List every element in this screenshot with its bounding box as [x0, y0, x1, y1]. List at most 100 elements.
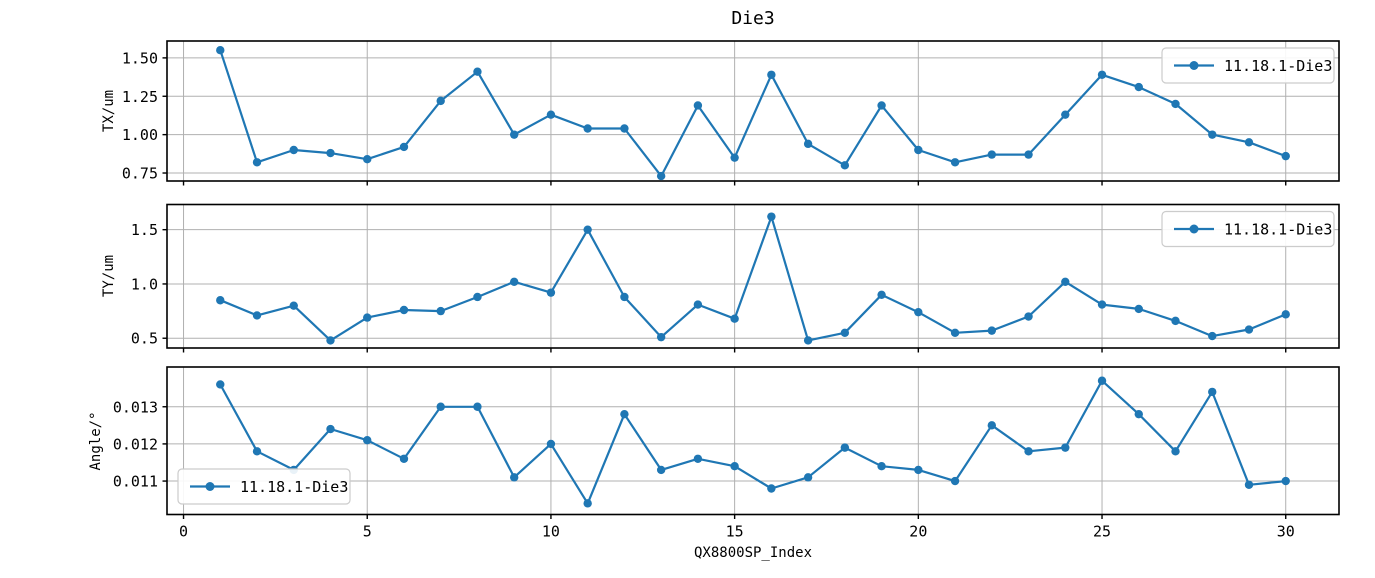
series-line — [219, 379, 1286, 505]
legend-marker-sample — [1189, 61, 1199, 70]
data-point — [252, 447, 262, 456]
data-point — [914, 465, 923, 475]
data-point — [1134, 304, 1143, 314]
data-point — [877, 101, 886, 110]
y-tick-label: 1.0 — [131, 275, 158, 293]
data-point — [1281, 476, 1290, 486]
data-point — [509, 473, 519, 482]
data-point — [216, 380, 225, 389]
legend-label: 11.18.1-Die3 — [240, 478, 348, 496]
x-tick-label: 20 — [909, 523, 927, 541]
legend: 11.18.1-Die3 — [1161, 210, 1335, 248]
data-point — [730, 314, 739, 323]
x-tick-label: 25 — [1093, 523, 1111, 541]
data-point — [363, 155, 372, 164]
data-point — [987, 421, 997, 430]
data-point — [1244, 325, 1254, 334]
y-tick-label: 1.25 — [122, 88, 158, 106]
data-point — [546, 439, 556, 449]
data-point — [399, 454, 409, 463]
data-point — [1281, 151, 1290, 161]
data-point — [583, 499, 592, 508]
tick-marks — [162, 228, 1287, 353]
data-point — [620, 292, 629, 302]
data-point — [1244, 480, 1254, 489]
subplot-angle: 0.011 0.012 0.013 0 5 10 15 20 25 30 11.18.1-Die3 — [113, 366, 1340, 541]
data-point — [216, 46, 225, 55]
data-point — [1061, 110, 1070, 119]
data-point — [730, 153, 739, 162]
legend-label: 11.18.1-Die3 — [1224, 221, 1332, 239]
series-line — [219, 215, 1287, 342]
legend-marker-sample — [205, 482, 215, 491]
data-point — [289, 301, 298, 310]
plot-border — [166, 203, 1340, 349]
chart-title: Die3 — [731, 8, 775, 29]
data-point — [1061, 443, 1070, 452]
data-point — [216, 296, 225, 305]
y-tick-label: 0.75 — [122, 165, 158, 183]
data-point — [1024, 312, 1033, 321]
data-point — [620, 409, 629, 419]
data-point — [987, 326, 997, 335]
subplot-ty: 0.5 1.0 1.5 11.18.1-Die3 — [131, 203, 1340, 353]
data-point — [950, 158, 960, 167]
data-point — [877, 462, 886, 471]
data-point — [1281, 310, 1290, 319]
data-point — [620, 124, 629, 133]
data-point — [1024, 150, 1033, 159]
data-point — [1208, 387, 1217, 397]
series-line — [219, 49, 1287, 178]
data-point — [840, 443, 850, 452]
data-point — [252, 311, 262, 320]
data-point — [1171, 316, 1180, 326]
data-point — [326, 424, 335, 434]
series-markers — [216, 376, 1290, 508]
legend: 11.18.1-Die3 — [1161, 47, 1335, 84]
data-point — [1171, 447, 1180, 456]
data-point — [767, 484, 776, 493]
x-tick-label: 0 — [179, 523, 188, 541]
data-point — [252, 158, 262, 167]
data-point — [950, 476, 960, 486]
y-tick-label: 1.5 — [131, 221, 158, 239]
data-point — [436, 96, 445, 106]
data-point — [473, 402, 482, 411]
data-point — [436, 402, 445, 411]
grid — [167, 204, 1339, 348]
data-point — [583, 124, 592, 133]
data-point — [363, 435, 372, 445]
data-point — [289, 145, 298, 155]
data-point — [1244, 138, 1254, 147]
legend-label: 11.18.1-Die3 — [1224, 57, 1332, 75]
data-point — [730, 462, 739, 471]
y-tick-label: 0.013 — [113, 398, 158, 416]
series-markers — [216, 46, 1290, 181]
data-point — [803, 139, 813, 149]
data-point — [767, 212, 776, 221]
data-point — [987, 150, 997, 159]
data-point — [1134, 409, 1143, 419]
x-tick-label: 30 — [1277, 523, 1295, 541]
y-tick-label: 1.50 — [122, 49, 158, 67]
plot-border — [166, 40, 1340, 182]
data-point — [840, 328, 850, 338]
x-tick-label: 15 — [726, 523, 744, 541]
data-point — [1097, 70, 1107, 79]
data-point — [473, 292, 482, 302]
data-point — [767, 70, 776, 79]
data-point — [656, 171, 666, 181]
data-point — [840, 161, 850, 170]
data-point — [914, 145, 923, 155]
data-point — [693, 101, 703, 110]
data-point — [509, 277, 519, 286]
data-point — [693, 300, 703, 309]
legend-box — [1161, 47, 1335, 84]
data-point — [473, 67, 482, 76]
data-point — [399, 305, 409, 315]
data-point — [803, 473, 813, 482]
data-point — [950, 328, 960, 338]
legend: 11.18.1-Die3 — [177, 468, 351, 505]
data-point — [1061, 277, 1070, 286]
